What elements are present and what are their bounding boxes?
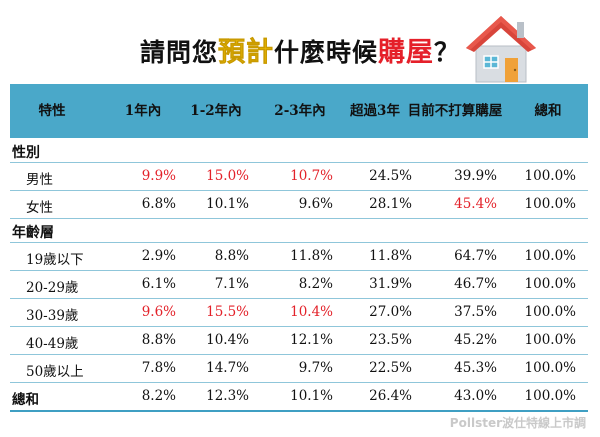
- column-header: 目前不打算 購屋: [407, 102, 503, 119]
- table-cell: 28.1%: [369, 196, 412, 212]
- table-row: 50歲以上 7.8% 14.7% 9.7% 22.5% 45.3% 100.0%: [10, 356, 588, 382]
- table-cell: 9.6%: [298, 196, 333, 212]
- row-divider: [10, 326, 588, 327]
- table-cell: 100.0%: [524, 196, 576, 212]
- row-divider: [10, 190, 588, 191]
- title-highlight-red: 購屋: [378, 37, 434, 68]
- table-cell: 9.9%: [141, 168, 176, 184]
- table-cell: 14.7%: [206, 360, 249, 376]
- table-row: 女性 6.8% 10.1% 9.6% 28.1% 45.4% 100.0%: [10, 192, 588, 218]
- table-cell: 10.7%: [290, 168, 333, 184]
- table-cell: 100.0%: [524, 248, 576, 264]
- table-row: 40-49歲 8.8% 10.4% 12.1% 23.5% 45.2% 100.0%: [10, 328, 588, 354]
- table-cell: 24.5%: [369, 168, 412, 184]
- table-cell: 8.2%: [298, 276, 333, 292]
- table-row: 男性 9.9% 15.0% 10.7% 24.5% 39.9% 100.0%: [10, 164, 588, 190]
- table-cell: 100.0%: [524, 388, 576, 404]
- table-cell: 7.8%: [141, 360, 176, 376]
- row-label: 50歲以上: [26, 364, 84, 380]
- footer-watermark: Pollster波仕特線上市調: [449, 416, 586, 430]
- table-cell: 100.0%: [524, 168, 576, 184]
- table-cell: 15.5%: [206, 304, 249, 320]
- house-icon: [466, 16, 536, 83]
- row-label: 女性: [26, 200, 53, 216]
- table-cell: 23.5%: [369, 332, 412, 348]
- table-cell: 8.2%: [141, 388, 176, 404]
- title-part: 什麼時候: [273, 38, 378, 67]
- table-cell: 15.0%: [206, 168, 249, 184]
- table-cell: 64.7%: [454, 248, 497, 264]
- row-label: 20-29歲: [26, 280, 79, 296]
- row-divider: [10, 218, 588, 219]
- table-cell: 2.9%: [141, 248, 176, 264]
- table-cell: 46.7%: [454, 276, 497, 292]
- table-cell: 100.0%: [524, 360, 576, 376]
- table-cell: 39.9%: [454, 168, 497, 184]
- column-header: 1-2年內: [190, 102, 242, 119]
- table-cell: 45.2%: [454, 332, 497, 348]
- table-cell: 45.4%: [454, 196, 497, 212]
- table-row: 20-29歲 6.1% 7.1% 8.2% 31.9% 46.7% 100.0%: [10, 272, 588, 298]
- table-cell: 10.4%: [206, 332, 249, 348]
- row-divider: [10, 410, 588, 412]
- row-divider: [10, 354, 588, 355]
- column-header: 超過3年: [350, 102, 400, 119]
- row-label: 19歲以下: [26, 252, 84, 268]
- table-row: 30-39歲 9.6% 15.5% 10.4% 27.0% 37.5% 100.0%: [10, 300, 588, 326]
- column-header: 特性: [38, 102, 66, 119]
- table-cell: 9.6%: [141, 304, 176, 320]
- section-label: 年齡層: [12, 225, 54, 241]
- column-header: 總和: [534, 102, 562, 119]
- row-divider: [10, 242, 588, 243]
- table-cell: 10.4%: [290, 304, 333, 320]
- table-header: [10, 84, 588, 138]
- row-divider: [10, 162, 588, 163]
- table-cell: 6.1%: [141, 276, 176, 292]
- title-part: ？: [434, 38, 461, 67]
- table-cell: 11.8%: [369, 248, 412, 264]
- table-cell: 12.1%: [290, 332, 333, 348]
- table-cell: 12.3%: [206, 388, 249, 404]
- table-row: 總和 8.2% 12.3% 10.1% 26.4% 43.0% 100.0%: [10, 384, 588, 410]
- row-label: 30-39歲: [26, 308, 79, 324]
- row-label: 男性: [26, 172, 53, 188]
- row-label: 總和: [12, 392, 39, 408]
- row-label: 40-49歲: [26, 336, 79, 352]
- title-highlight-yellow: 預計: [217, 37, 274, 69]
- table-cell: 6.8%: [141, 196, 176, 212]
- table-cell: 100.0%: [524, 276, 576, 292]
- row-divider: [10, 270, 588, 271]
- column-header: 1年內: [124, 102, 162, 119]
- table-cell: 7.1%: [214, 276, 249, 292]
- table-cell: 8.8%: [214, 248, 249, 264]
- table-cell: 9.7%: [298, 360, 333, 376]
- title-part: 請問您: [139, 38, 218, 67]
- row-divider: [10, 382, 588, 383]
- table-cell: 10.1%: [206, 196, 249, 212]
- table-cell: 27.0%: [369, 304, 412, 320]
- table-cell: 100.0%: [524, 304, 576, 320]
- table-cell: 45.3%: [454, 360, 497, 376]
- table-cell: 100.0%: [524, 332, 576, 348]
- table-cell: 11.8%: [290, 248, 333, 264]
- column-header: 2-3年內: [274, 102, 326, 119]
- table-cell: 43.0%: [454, 388, 497, 404]
- table-cell: 22.5%: [369, 360, 412, 376]
- table-cell: 26.4%: [369, 388, 412, 404]
- title-bar: 請問您預計什麼時候購屋？: [0, 0, 600, 83]
- table-cell: 8.8%: [141, 332, 176, 348]
- row-divider: [10, 298, 588, 299]
- table-cell: 37.5%: [454, 304, 497, 320]
- table-cell: 31.9%: [369, 276, 412, 292]
- page-title: 請問您預計什麼時候購屋？: [0, 30, 600, 69]
- section-label: 性別: [12, 145, 40, 161]
- table-row: 19歲以下 2.9% 8.8% 11.8% 11.8% 64.7% 100.0%: [10, 244, 588, 270]
- table-cell: 10.1%: [290, 388, 333, 404]
